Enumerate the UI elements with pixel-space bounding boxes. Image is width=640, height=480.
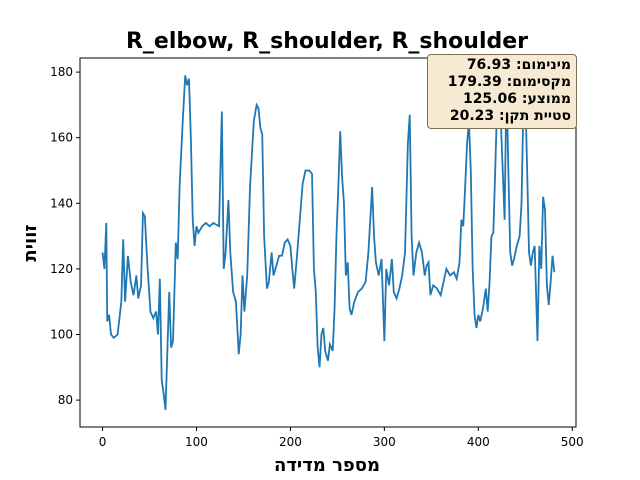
y-tick-label: 100 bbox=[50, 328, 73, 342]
x-axis-label: מספר מדידה bbox=[274, 455, 380, 476]
stats-line: ממוצע: 125.06 bbox=[462, 91, 571, 107]
x-tick-label: 0 bbox=[99, 435, 107, 449]
x-tick-label: 400 bbox=[467, 435, 490, 449]
stats-line: סטיית תקן: 20.23 bbox=[449, 108, 571, 124]
stats-line: מינימום: 76.93 bbox=[466, 57, 571, 73]
y-tick-label: 80 bbox=[58, 393, 73, 407]
y-tick-label: 120 bbox=[50, 262, 73, 276]
x-tick-label: 100 bbox=[185, 435, 208, 449]
y-tick-label: 140 bbox=[50, 196, 73, 210]
plot-frame bbox=[79, 57, 577, 428]
x-tick-label: 300 bbox=[373, 435, 396, 449]
x-tick-label: 500 bbox=[561, 435, 584, 449]
y-axis-label: זווית bbox=[20, 224, 41, 261]
chart-title: R_elbow, R_shoulder, R_shoulder bbox=[126, 29, 528, 54]
x-tick-label: 200 bbox=[279, 435, 302, 449]
stats-box: מינימום: 76.93 מקסימום: 179.39 ממוצע: 125.… bbox=[427, 54, 577, 129]
y-tick-label: 180 bbox=[50, 65, 73, 79]
data-line bbox=[101, 75, 556, 411]
stats-line: מקסימום: 179.39 bbox=[447, 74, 571, 90]
y-tick-label: 160 bbox=[50, 131, 73, 145]
